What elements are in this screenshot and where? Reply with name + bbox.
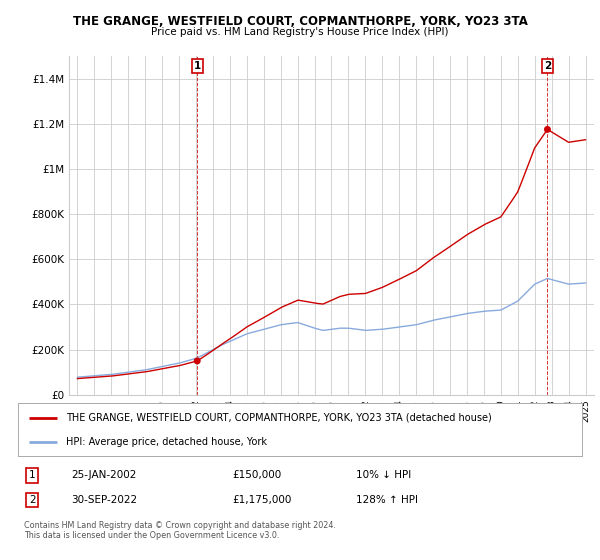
Text: THE GRANGE, WESTFIELD COURT, COPMANTHORPE, YORK, YO23 3TA (detached house): THE GRANGE, WESTFIELD COURT, COPMANTHORP… (66, 413, 491, 423)
Text: £1,175,000: £1,175,000 (232, 495, 292, 505)
Point (193, 357, 202, 366)
Text: 1: 1 (29, 470, 35, 480)
Text: 10% ↓ HPI: 10% ↓ HPI (356, 470, 412, 480)
Text: 25-JAN-2002: 25-JAN-2002 (71, 470, 137, 480)
Point (542, 125, 552, 134)
Text: £150,000: £150,000 (232, 470, 281, 480)
Text: 30-SEP-2022: 30-SEP-2022 (71, 495, 138, 505)
Text: 128% ↑ HPI: 128% ↑ HPI (356, 495, 418, 505)
Text: 2: 2 (544, 61, 551, 71)
Text: HPI: Average price, detached house, York: HPI: Average price, detached house, York (66, 437, 267, 447)
Text: Price paid vs. HM Land Registry's House Price Index (HPI): Price paid vs. HM Land Registry's House … (151, 27, 449, 37)
Text: 2: 2 (29, 495, 35, 505)
Text: 1: 1 (194, 61, 201, 71)
Text: THE GRANGE, WESTFIELD COURT, COPMANTHORPE, YORK, YO23 3TA: THE GRANGE, WESTFIELD COURT, COPMANTHORP… (73, 15, 527, 28)
Text: Contains HM Land Registry data © Crown copyright and database right 2024.
This d: Contains HM Land Registry data © Crown c… (23, 521, 335, 540)
